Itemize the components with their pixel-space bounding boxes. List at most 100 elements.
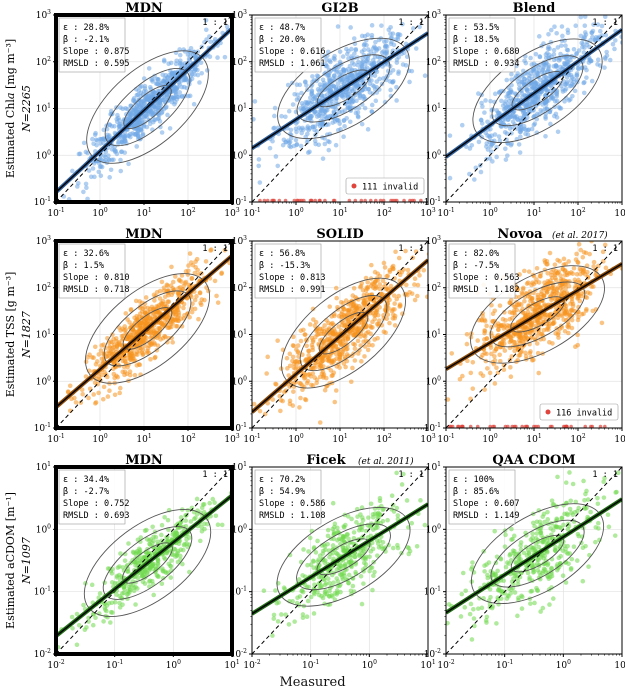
data-point [135,132,141,138]
x-tick-exponent: 1 [538,207,542,214]
data-point [361,47,367,53]
data-point [341,300,346,306]
data-point [317,420,323,425]
data-point [203,27,209,33]
data-point [310,74,315,79]
data-point [347,119,353,125]
density-contour [472,38,603,143]
data-point [118,122,124,127]
data-point [494,365,499,371]
y-tick-exponent: 2 [47,282,51,289]
invalid-point [569,424,573,428]
data-point [93,401,98,406]
invalid-point [378,198,383,202]
data-point [479,100,484,106]
data-point [523,350,528,356]
x-tick-label: 103 [614,207,625,219]
invalid-point [323,198,327,202]
data-point [138,311,143,316]
stats-text: RMSLD : 1.182 [453,285,520,295]
y-tick-label: 103 [36,9,51,21]
data-point [571,265,577,271]
data-point [574,251,579,257]
data-point [562,329,568,334]
data-point [320,156,326,161]
data-point [219,271,224,277]
data-point [369,102,375,108]
data-point [157,288,163,294]
data-point [157,296,163,301]
data-point [350,365,355,371]
data-point [514,302,520,308]
data-point [547,109,553,115]
y-axis-label: Estimated TSS [g m⁻³] [4,272,17,398]
y-tick-exponent: -1 [435,196,441,203]
data-point [165,112,170,118]
data-point [509,71,514,77]
data-point [107,122,113,128]
data-point [554,115,560,120]
fit-line [252,259,428,413]
data-point [552,24,557,29]
data-point [365,279,370,285]
data-point [578,33,584,39]
data-point [391,42,397,48]
data-point [576,1,581,6]
data-point [464,341,470,347]
data-point [576,48,582,53]
data-point [415,293,420,299]
data-point [282,389,287,395]
data-point [405,292,410,298]
data-point [382,265,388,270]
data-point [309,83,314,89]
invalid-point [347,198,352,202]
data-point [181,283,187,289]
data-point [539,291,544,297]
data-point [493,346,499,352]
data-point [540,109,545,114]
data-point [619,266,622,271]
data-point [188,260,194,265]
data-point [548,27,554,33]
data-point [502,348,508,353]
data-point [118,168,124,174]
data-point [392,323,398,328]
x-tick-label: 100 [288,207,303,219]
data-point [392,313,398,319]
data-point [576,241,582,247]
data-point [484,336,490,341]
data-point [166,299,172,305]
data-point [299,130,305,136]
data-point [207,54,213,60]
data-point [340,54,346,59]
data-point [363,301,368,307]
data-point [554,92,560,97]
data-point [118,328,123,333]
data-point [192,297,198,303]
data-point [185,272,191,277]
data-point [92,344,98,350]
data-point [619,40,622,45]
data-point [572,88,578,94]
data-point [142,83,148,89]
data-point [298,338,304,344]
data-point [365,347,371,353]
data-point [542,280,547,285]
data-point [564,56,569,62]
data-point [502,101,508,107]
stats-text: ε : 82.0% [453,249,499,259]
one-to-one-label: 1 : 1 [592,18,618,28]
one-to-one-line [252,15,428,202]
data-point [619,34,622,40]
data-point [587,8,592,13]
invalid-point [373,198,378,202]
data-point [398,303,403,309]
data-point [197,290,203,295]
data-point [531,329,537,335]
data-point [566,316,571,322]
data-point [188,69,194,75]
x-tick-exponent: 0 [494,433,498,440]
y-tick-exponent: 0 [243,149,247,156]
